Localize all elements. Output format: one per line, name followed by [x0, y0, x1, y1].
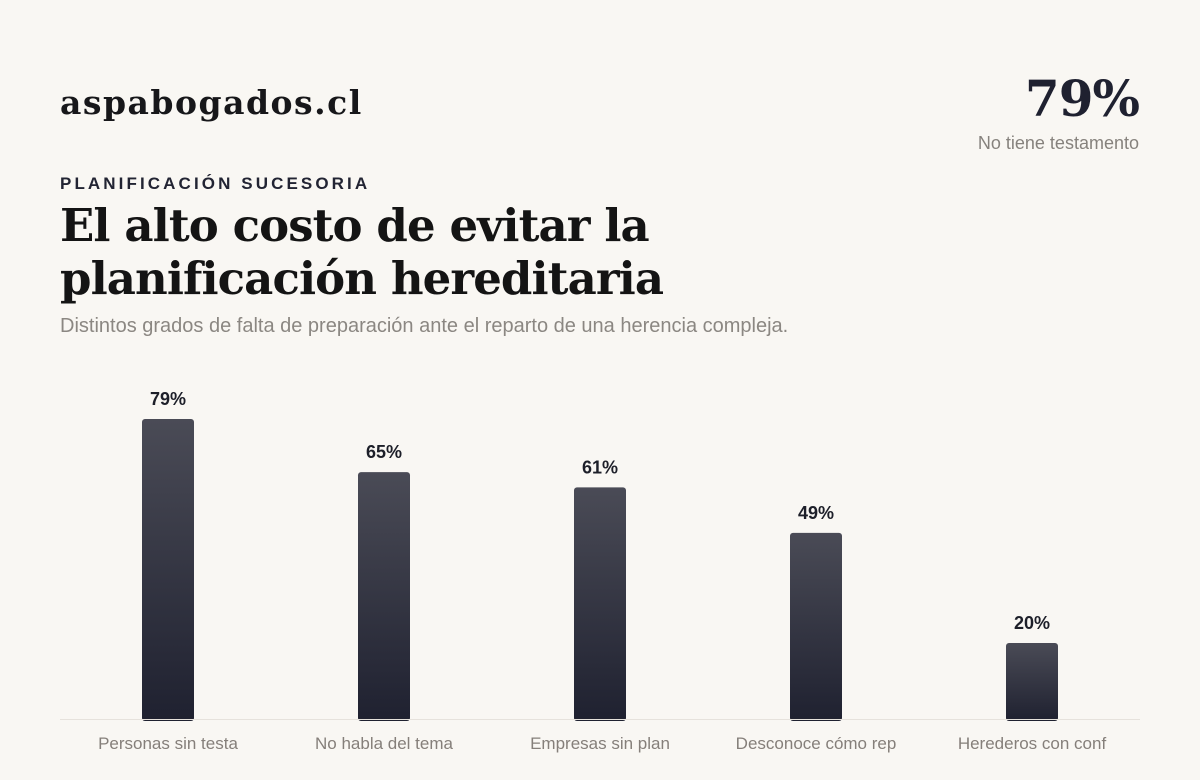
bar-chart: 79% Personas sin testa 65% No habla del tem…: [60, 380, 1140, 760]
kpi-value: 79%: [1024, 69, 1140, 128]
bar-value-label-5: 20%: [1014, 613, 1050, 633]
category-label-1: Personas sin testa: [98, 734, 238, 753]
page-title: El alto costo de evitar la planificación…: [60, 199, 664, 305]
category-label-2: No habla del tema: [315, 734, 454, 753]
bars-layer: 79% Personas sin testa 65% No habla del tem…: [98, 389, 1106, 753]
category-label-4: Desconoce cómo rep: [736, 734, 897, 753]
category-label-5: Herederos con conf: [958, 734, 1107, 753]
bar-chart-svg: 79% Personas sin testa 65% No habla del tem…: [60, 389, 1140, 753]
bar-3: [574, 487, 626, 721]
bar-2: [358, 472, 410, 721]
section-eyebrow: PLANIFICACIÓN SUCESORIA: [60, 174, 371, 193]
bar-value-label-2: 65%: [366, 442, 402, 462]
bar-5: [1006, 643, 1058, 721]
bar-1: [142, 419, 194, 721]
bar-value-label-3: 61%: [582, 457, 618, 477]
page-subtitle: Distintos grados de falta de preparación…: [60, 315, 789, 337]
bar-value-label-4: 49%: [798, 503, 834, 523]
category-label-3: Empresas sin plan: [530, 734, 670, 753]
kpi-block: 79% No tiene testamento: [977, 69, 1140, 154]
bar-value-label-1: 79%: [150, 389, 186, 409]
kpi-label: No tiene testamento: [977, 133, 1139, 153]
brand-logo: aspabogados.cl: [60, 83, 363, 122]
bar-4: [790, 532, 842, 721]
